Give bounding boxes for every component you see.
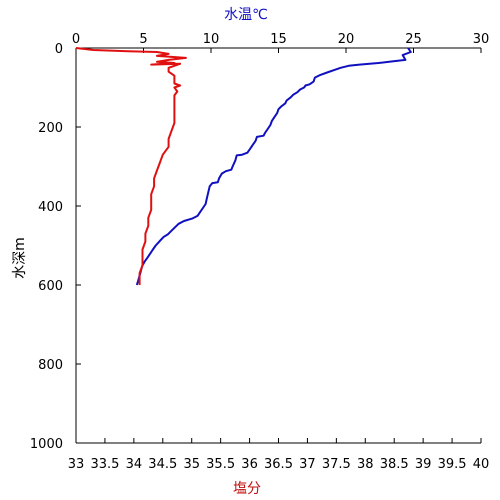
temperature-profile-line xyxy=(135,47,412,286)
left-tick-label: 600 xyxy=(38,279,63,294)
bottom-tick-label: 37.5 xyxy=(322,457,351,472)
left-tick-label: 200 xyxy=(38,121,63,136)
bottom-tick-label: 35 xyxy=(183,457,200,472)
bottom-tick-label: 34 xyxy=(126,457,143,472)
bottom-tick-label: 38.5 xyxy=(380,457,409,472)
plot-series xyxy=(75,47,412,286)
top-tick-label: 30 xyxy=(473,32,490,47)
bottom-tick-label: 40 xyxy=(473,457,490,472)
left-axis-title: 水深m xyxy=(12,237,28,279)
top-tick-label: 10 xyxy=(203,32,220,47)
left-tick-label: 400 xyxy=(38,200,63,215)
left-tick-label: 800 xyxy=(38,358,63,373)
bottom-tick-label: 39.5 xyxy=(438,457,467,472)
bottom-tick-label: 33.5 xyxy=(90,457,119,472)
top-tick-label: 20 xyxy=(338,32,355,47)
bottom-tick-label: 38 xyxy=(357,457,374,472)
plot-axes: 0 5 10 15 20 25 30 33 33.5 34 34.5 35 35.5 36 36.5 37 37… xyxy=(30,32,489,472)
left-tick-label: 0 xyxy=(55,42,63,57)
bottom-tick-label: 34.5 xyxy=(148,457,177,472)
left-tick-label: 1000 xyxy=(30,437,63,452)
bottom-tick-label: 36.5 xyxy=(264,457,293,472)
top-tick-label: 0 xyxy=(72,32,80,47)
top-axis-title: 水温℃ xyxy=(224,7,268,23)
top-tick-label: 15 xyxy=(270,32,287,47)
bottom-tick-label: 33 xyxy=(68,457,85,472)
bottom-tick-label: 36 xyxy=(241,457,258,472)
salinity-profile-line xyxy=(75,47,187,285)
bottom-tick-label: 35.5 xyxy=(206,457,235,472)
bottom-tick-label: 39 xyxy=(415,457,432,472)
bottom-tick-label: 37 xyxy=(299,457,316,472)
top-tick-label: 5 xyxy=(139,32,147,47)
bottom-axis-title: 塩分 xyxy=(233,481,261,497)
top-tick-label: 25 xyxy=(405,32,422,47)
